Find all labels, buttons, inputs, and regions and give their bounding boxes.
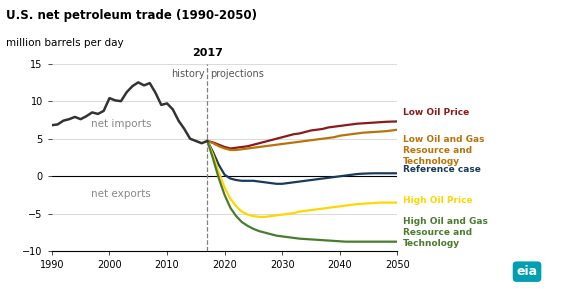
- Text: projections: projections: [210, 69, 264, 79]
- Text: 2017: 2017: [192, 48, 223, 58]
- Text: U.S. net petroleum trade (1990-2050): U.S. net petroleum trade (1990-2050): [6, 9, 257, 22]
- Text: High Oil Price: High Oil Price: [403, 196, 473, 205]
- Text: Low Oil Price: Low Oil Price: [403, 108, 469, 117]
- Text: net imports: net imports: [90, 119, 151, 129]
- Text: net exports: net exports: [91, 189, 151, 199]
- Text: High Oil and Gas
Resource and
Technology: High Oil and Gas Resource and Technology: [403, 217, 488, 248]
- Text: history: history: [172, 69, 205, 79]
- Text: Low Oil and Gas
Resource and
Technology: Low Oil and Gas Resource and Technology: [403, 135, 484, 166]
- Text: Reference case: Reference case: [403, 165, 481, 174]
- Text: eia: eia: [517, 265, 537, 278]
- Text: million barrels per day: million barrels per day: [6, 38, 123, 48]
